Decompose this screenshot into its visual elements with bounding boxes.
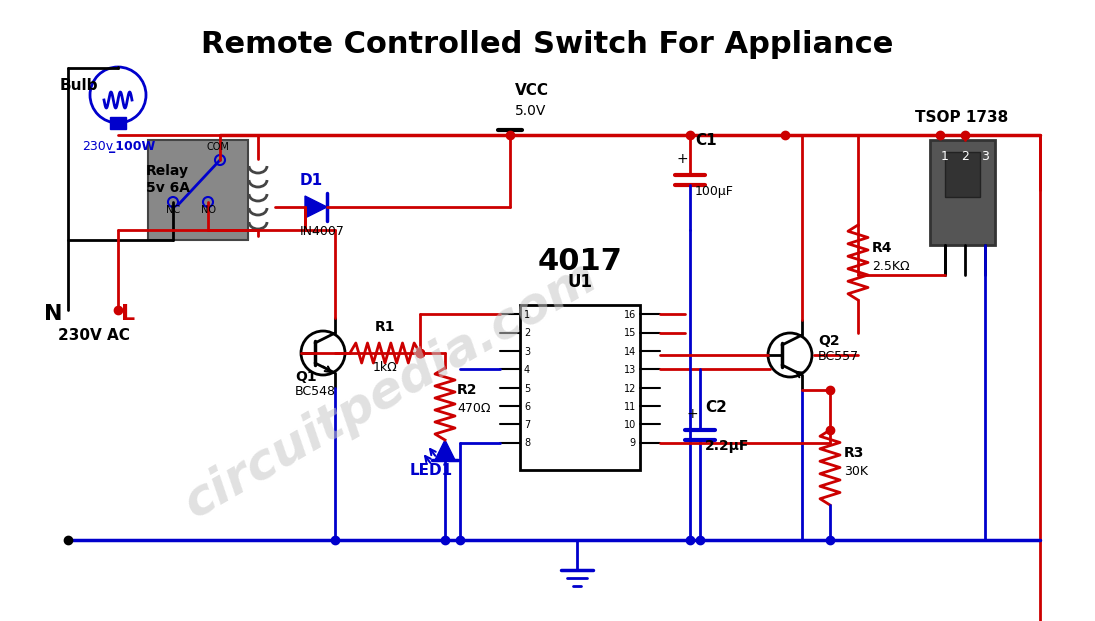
Text: BC548: BC548 <box>295 385 336 398</box>
Text: circuitpedia.com: circuitpedia.com <box>175 252 606 528</box>
Text: 2.5KΩ: 2.5KΩ <box>872 260 910 273</box>
Text: 4: 4 <box>525 365 530 375</box>
Text: LED1: LED1 <box>410 463 453 478</box>
Text: Relay: Relay <box>146 164 189 178</box>
Text: R1: R1 <box>374 320 395 334</box>
Text: Q2: Q2 <box>818 334 840 348</box>
Text: 2: 2 <box>525 329 530 338</box>
Bar <box>520 305 639 470</box>
Text: 30K: 30K <box>844 465 868 478</box>
Text: Q1: Q1 <box>295 370 316 384</box>
Text: +: + <box>677 152 688 166</box>
Text: C1: C1 <box>695 133 716 148</box>
Text: 4017: 4017 <box>538 247 622 276</box>
Text: TSOP 1738: TSOP 1738 <box>915 110 1008 125</box>
Text: 1: 1 <box>941 150 949 163</box>
Text: 5v 6A: 5v 6A <box>146 181 191 195</box>
Text: 5.0V: 5.0V <box>515 104 546 118</box>
Text: 230v: 230v <box>82 140 113 153</box>
Text: 7: 7 <box>525 420 530 430</box>
Text: 100µF: 100µF <box>695 185 734 198</box>
Text: 10: 10 <box>624 420 636 430</box>
Bar <box>945 152 980 197</box>
Text: D1: D1 <box>300 173 323 188</box>
Text: U1: U1 <box>567 273 592 291</box>
Text: COM: COM <box>207 142 230 152</box>
Text: R3: R3 <box>844 446 864 460</box>
Text: _100W: _100W <box>110 140 155 153</box>
Text: 15: 15 <box>624 329 636 338</box>
Text: BC557: BC557 <box>818 350 860 363</box>
Text: L: L <box>122 304 135 324</box>
Text: 11: 11 <box>624 402 636 412</box>
Text: 2.2µF: 2.2µF <box>705 439 749 453</box>
Text: 16: 16 <box>624 310 636 320</box>
Text: 13: 13 <box>624 365 636 375</box>
Bar <box>148 140 247 240</box>
Text: IN4007: IN4007 <box>300 225 345 238</box>
Polygon shape <box>306 196 327 218</box>
Text: VCC: VCC <box>515 83 549 98</box>
Polygon shape <box>435 440 456 460</box>
Text: 8: 8 <box>525 438 530 448</box>
Text: 12: 12 <box>624 384 636 394</box>
Text: C2: C2 <box>705 400 727 415</box>
Text: N: N <box>45 304 64 324</box>
Bar <box>930 140 995 245</box>
Text: R2: R2 <box>457 383 477 397</box>
Text: 3: 3 <box>525 347 530 357</box>
Text: NC: NC <box>166 205 180 215</box>
Text: +: + <box>687 407 698 421</box>
Text: NO: NO <box>200 205 216 215</box>
Text: Remote Controlled Switch For Appliance: Remote Controlled Switch For Appliance <box>200 30 894 59</box>
Text: 3: 3 <box>981 150 989 163</box>
Text: 5: 5 <box>525 384 530 394</box>
Text: 9: 9 <box>630 438 636 448</box>
Text: 470Ω: 470Ω <box>457 402 491 415</box>
Text: R4: R4 <box>872 241 892 255</box>
Text: 1: 1 <box>525 310 530 320</box>
Text: 2: 2 <box>961 150 969 163</box>
Text: Bulb: Bulb <box>60 78 99 93</box>
Text: 6: 6 <box>525 402 530 412</box>
Text: 1kΩ: 1kΩ <box>372 361 397 374</box>
Text: 230V AC: 230V AC <box>58 328 130 343</box>
FancyBboxPatch shape <box>110 117 126 129</box>
Text: 14: 14 <box>624 347 636 357</box>
